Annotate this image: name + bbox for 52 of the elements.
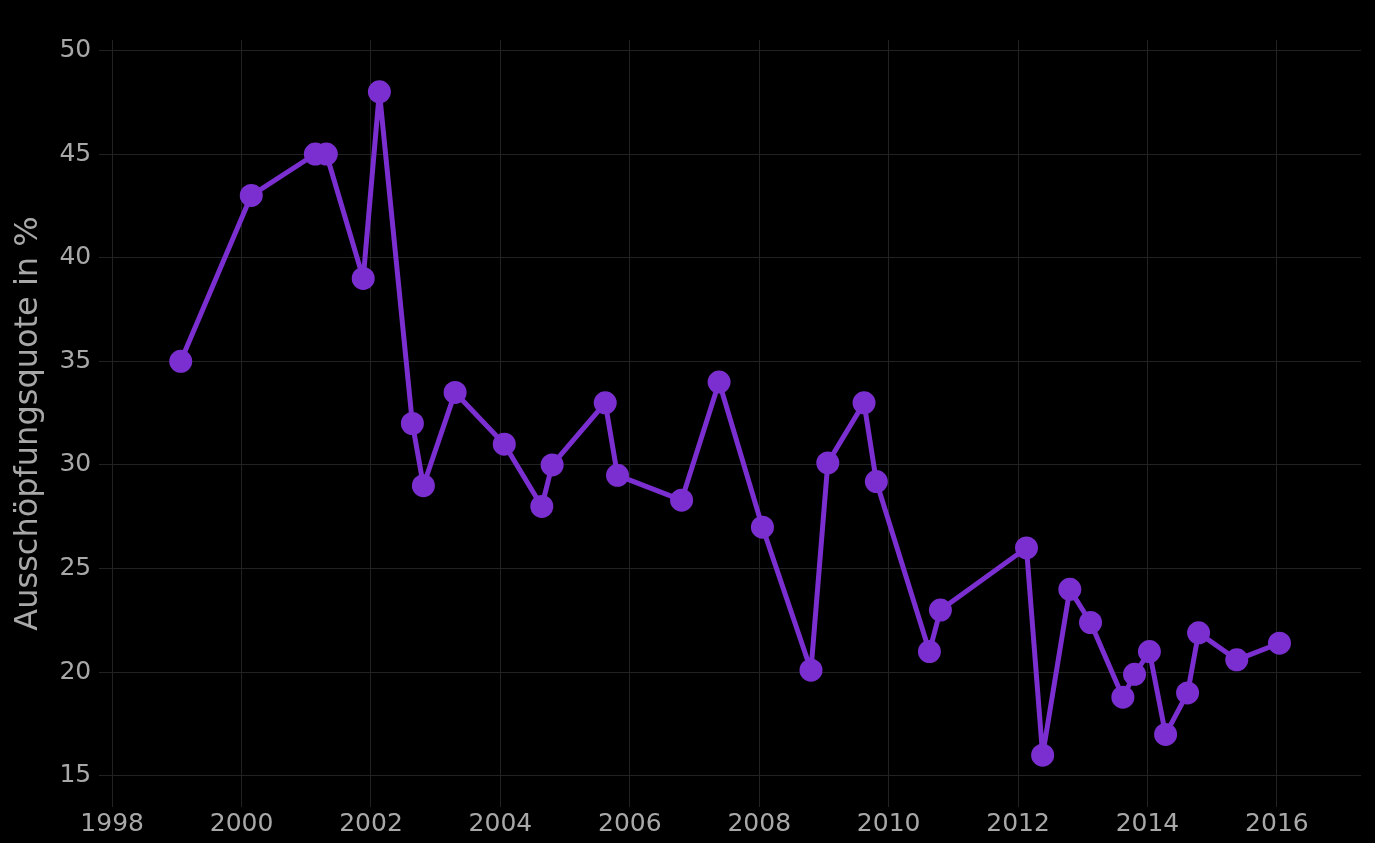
- point: [492, 432, 516, 456]
- x-tick-label: 2004: [468, 807, 533, 837]
- point: [864, 470, 888, 494]
- x-tick-label: 2006: [598, 807, 662, 837]
- point: [593, 391, 617, 415]
- point: [707, 370, 731, 394]
- y-tick-label: 50: [59, 33, 92, 63]
- point: [169, 349, 193, 373]
- point: [1225, 648, 1249, 672]
- y-tick-label: 30: [59, 448, 92, 478]
- point: [530, 494, 554, 518]
- point: [411, 474, 435, 498]
- point: [1123, 662, 1147, 686]
- point: [816, 451, 840, 475]
- y-tick-label: 40: [59, 241, 92, 271]
- point: [1031, 743, 1055, 767]
- x-tick-label: 2012: [986, 807, 1050, 837]
- x-tick-label: 2010: [856, 807, 921, 837]
- point: [1187, 621, 1211, 645]
- point: [917, 640, 941, 664]
- x-tick-label: 2000: [209, 807, 274, 837]
- point: [1176, 681, 1200, 705]
- point: [928, 598, 952, 622]
- point: [852, 391, 876, 415]
- point: [443, 380, 467, 404]
- point: [400, 412, 424, 435]
- y-axis-title: Ausschöpfungsquote in %: [6, 216, 45, 631]
- y-tick-label: 20: [59, 655, 92, 685]
- point: [1079, 611, 1103, 635]
- y-tick-label: 15: [59, 759, 92, 789]
- y-tick-label: 35: [59, 344, 92, 374]
- x-tick-label: 1998: [80, 807, 144, 837]
- x-tick-label: 2002: [339, 807, 403, 837]
- x-tick-label: 2016: [1245, 807, 1309, 837]
- point: [367, 80, 391, 104]
- point: [750, 515, 774, 539]
- point: [1137, 640, 1161, 664]
- y-tick-label: 25: [59, 552, 92, 582]
- point: [239, 183, 263, 207]
- point: [799, 658, 823, 682]
- point: [1111, 685, 1135, 709]
- point: [1154, 722, 1178, 746]
- point: [540, 453, 564, 477]
- x-tick-label: 2014: [1115, 807, 1180, 837]
- point: [1014, 536, 1038, 560]
- point: [606, 463, 630, 487]
- point: [1058, 577, 1082, 601]
- y-tick-label: 45: [59, 137, 92, 167]
- point: [1267, 631, 1291, 655]
- point: [351, 266, 375, 290]
- point: [670, 488, 694, 512]
- x-tick-label: 2008: [727, 807, 792, 837]
